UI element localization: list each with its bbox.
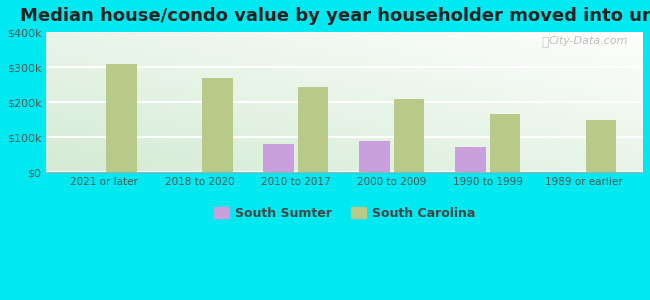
Bar [298, 87, 328, 172]
Bar [202, 78, 233, 172]
Bar [586, 120, 616, 172]
Bar [489, 114, 520, 172]
Text: ⓘ: ⓘ [541, 36, 549, 49]
Bar [263, 143, 294, 172]
Bar [394, 99, 424, 172]
Text: City-Data.com: City-Data.com [549, 36, 628, 46]
Legend: South Sumter, South Carolina: South Sumter, South Carolina [209, 202, 480, 225]
Bar [455, 147, 486, 172]
Bar [106, 64, 136, 172]
Title: Median house/condo value by year householder moved into unit: Median house/condo value by year househo… [20, 7, 650, 25]
Bar [359, 141, 390, 172]
